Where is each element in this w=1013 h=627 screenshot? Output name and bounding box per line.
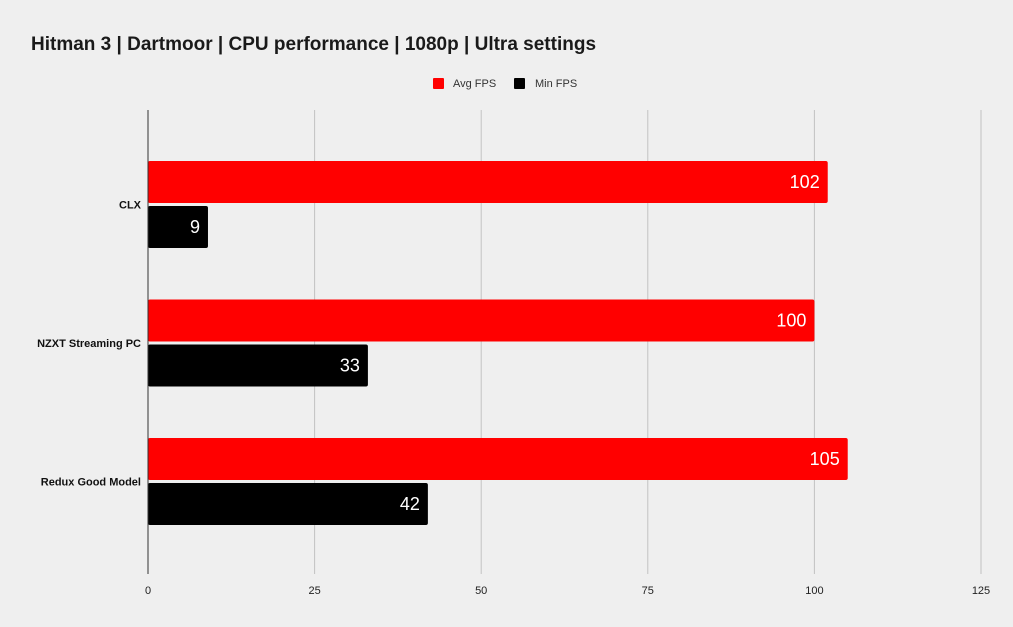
x-tick-label-75: 75 [642, 585, 654, 597]
x-tick-label-25: 25 [308, 585, 320, 597]
bar-labels: 102 9 100 33 105 42 [190, 172, 840, 514]
x-tick-label-50: 50 [475, 585, 487, 597]
legend-swatch-min-fps [514, 78, 525, 89]
bar-redux-good-model-min-fps [148, 483, 428, 525]
bar-redux-good-model-avg-fps [148, 438, 848, 480]
bars [148, 161, 848, 525]
bar-clx-min-fps [148, 206, 208, 248]
category-label-redux-good-model: Redux Good Model [41, 477, 141, 489]
bar-nzxt-streaming-pc-avg-fps [148, 299, 815, 342]
legend-swatch-avg-fps [433, 78, 444, 89]
data-label-redux-good-model-min-fps: 42 [400, 494, 420, 514]
x-tick-label-100: 100 [805, 585, 823, 597]
data-label-redux-good-model-avg-fps: 105 [810, 449, 840, 469]
data-label-clx-min-fps: 9 [190, 217, 200, 237]
legend: Avg FPS Min FPS [433, 78, 577, 90]
bar-nzxt-streaming-pc-min-fps [148, 344, 368, 387]
category-label-nzxt-streaming-pc: NZXT Streaming PC [37, 338, 141, 350]
legend-label-min-fps: Min FPS [535, 78, 577, 90]
category-labels: CLX NZXT Streaming PC Redux Good Model [37, 200, 142, 489]
data-label-nzxt-streaming-pc-avg-fps: 100 [776, 311, 806, 331]
legend-label-avg-fps: Avg FPS [453, 78, 496, 90]
data-label-clx-avg-fps: 102 [790, 172, 820, 192]
chart-title: Hitman 3 | Dartmoor | CPU performance | … [31, 34, 596, 55]
bar-clx-avg-fps [148, 161, 828, 203]
x-tick-label-125: 125 [972, 585, 990, 597]
x-axis-tick-labels: 0 25 50 75 100 125 [145, 585, 990, 597]
data-label-nzxt-streaming-pc-min-fps: 33 [340, 356, 360, 376]
category-label-clx: CLX [119, 200, 142, 212]
x-tick-label-0: 0 [145, 585, 151, 597]
